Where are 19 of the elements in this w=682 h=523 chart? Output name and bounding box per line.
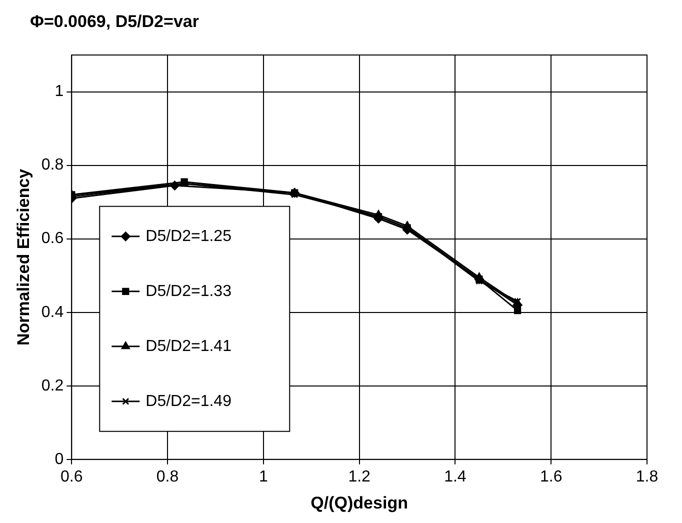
y-tick-label: 0.2 <box>41 377 64 394</box>
y-tick-label: 0.8 <box>41 156 64 174</box>
legend-label: D5/D2=1.33 <box>146 282 232 300</box>
y-tick-label: 0.6 <box>41 230 64 248</box>
x-tick-label: 1 <box>258 468 268 486</box>
legend-label: D5/D2=1.41 <box>146 338 232 355</box>
x-tick-label: 1.6 <box>540 468 562 486</box>
chart-title: Φ=0.0069, D5/D2=var <box>30 12 199 32</box>
legend-label: D5/D2=1.25 <box>146 228 232 245</box>
y-axis-title: Normalized Efficiency <box>14 168 33 346</box>
y-tick-label: 0.4 <box>41 304 64 321</box>
x-axis-title: Q/(Q)design <box>310 493 408 512</box>
x-tick-label: 1.8 <box>636 468 658 486</box>
x-tick-label: 1.4 <box>444 468 466 486</box>
y-tick-label: 0 <box>54 450 64 468</box>
x-tick-label: 1.2 <box>348 468 371 486</box>
legend-label: D5/D2=1.49 <box>146 392 232 410</box>
y-tick-label: 1 <box>54 83 64 100</box>
x-tick-label: 0.8 <box>156 468 179 486</box>
